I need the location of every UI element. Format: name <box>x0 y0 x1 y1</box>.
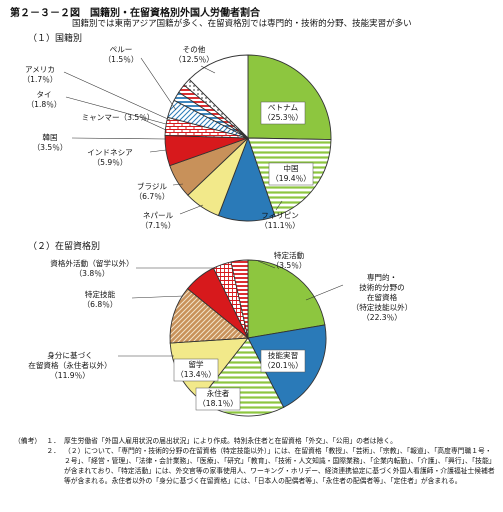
section-title-status: （２）在留資格別 <box>28 242 101 252</box>
slice-label-技能実習: 技能実習（20.1％） <box>263 350 303 370</box>
slice-label-アメリカ: アメリカ（1.7％） <box>23 65 58 84</box>
slice-label-永住者: 永住者（18.1％） <box>198 388 238 408</box>
note-number: ２． <box>46 447 60 455</box>
leader-line <box>71 137 167 140</box>
leader-line <box>140 57 177 111</box>
leader-line <box>200 65 216 74</box>
slice-label-ベトナム: ベトナム（25.3％） <box>263 103 303 122</box>
leader-line <box>65 96 167 125</box>
leader-line <box>172 183 184 186</box>
slice-label-タイ: タイ（1.8％） <box>27 90 62 109</box>
leader-line <box>141 118 167 131</box>
slice-label-身分に基づく: 身分に基づく在留資格（永住者以外）（11.9％） <box>28 350 112 380</box>
slice-label-留学: 留学（13.4％） <box>176 359 216 379</box>
slice-label-フィリピン: フィリピン（11.1％） <box>260 211 300 230</box>
leader-line <box>179 204 204 215</box>
slice-label-box <box>260 349 306 373</box>
figure-title: 第２－３－２図 国籍別・在留資格別外国人労働者割合 <box>10 8 260 19</box>
slice-label-韓国: 韓国（3.5％） <box>33 132 68 152</box>
slice-label-box <box>260 101 306 125</box>
figure-subtitle: 国籍別では東南アジア国籍が多く、在留資格別では専門的・技術的分野、技能実習が多い <box>72 19 412 29</box>
status-pie <box>169 259 327 417</box>
slice-label-ネパール: ネパール（7.1％） <box>141 211 176 230</box>
leader-line <box>149 149 167 153</box>
pie-slice-専門的・ <box>247 259 326 339</box>
slice-label-中国: 中国（19.4％） <box>271 163 311 183</box>
section-title-nationality: （１）国籍別 <box>28 34 83 44</box>
note-2: ２． （２）について、「専門的・技術的分野の在留資格（特定技能以外）」には、在留… <box>14 446 496 486</box>
note-number: １． <box>46 437 60 445</box>
note-text: （２）について、「専門的・技術的分野の在留資格（特定技能以外）」には、在留資格「… <box>64 447 496 485</box>
slice-label-ミャンマー: ミャンマー（3.5％） <box>82 113 155 122</box>
slice-label-特定技能: 特定技能（6.8％） <box>83 289 118 309</box>
slice-label-資格外活動（留学以外）: 資格外活動（留学以外）（3.8％） <box>50 258 134 278</box>
slice-label-その他: その他（12.5％） <box>174 44 214 64</box>
leader-line <box>131 295 184 299</box>
status-pie-labels: 専門的・技術的分野の在留資格（特定技能以外）（22.3％） 技能実習（20.1％）… <box>28 250 413 411</box>
leader-line <box>257 260 276 269</box>
slice-label-ブラジル: ブラジル（6.7％） <box>135 181 170 201</box>
pie-slice-ベトナム <box>247 54 332 141</box>
note-text: 厚生労働省「外国人雇用状況の届出状況」により作成。特別永住者と在留資格「外交」、… <box>64 437 397 445</box>
note-1: （備考） １． 厚生労働省「外国人雇用状況の届出状況」により作成。特別永住者と在… <box>14 436 496 446</box>
slice-label-box <box>268 162 314 186</box>
slice-label-専門的・: 専門的・技術的分野の在留資格（特定技能以外）（22.3％） <box>352 272 413 322</box>
pie-slice-その他 <box>188 54 249 140</box>
nationality-pie <box>164 54 332 222</box>
nationality-pie-labels: ベトナム（25.3％） 中国（19.4％） フィリピン（11.1％） ネパール（7.1… <box>23 44 314 230</box>
notes-section: （備考） １． 厚生労働省「外国人雇用状況の届出状況」により作成。特別永住者と在… <box>14 436 496 486</box>
slice-label-インドネシア: インドネシア（5.9％） <box>87 148 133 167</box>
leader-line <box>275 200 283 211</box>
leader-line <box>63 71 171 121</box>
notes-heading: （備考） <box>14 437 42 445</box>
pie-slice-特定活動 <box>230 259 249 339</box>
slice-label-box <box>173 358 219 382</box>
leader-line <box>305 284 344 301</box>
slice-label-box <box>195 387 241 411</box>
slice-label-ペルー: ペルー（1.5％） <box>104 45 139 64</box>
slice-label-特定活動: 特定活動（3.5％） <box>272 250 307 270</box>
